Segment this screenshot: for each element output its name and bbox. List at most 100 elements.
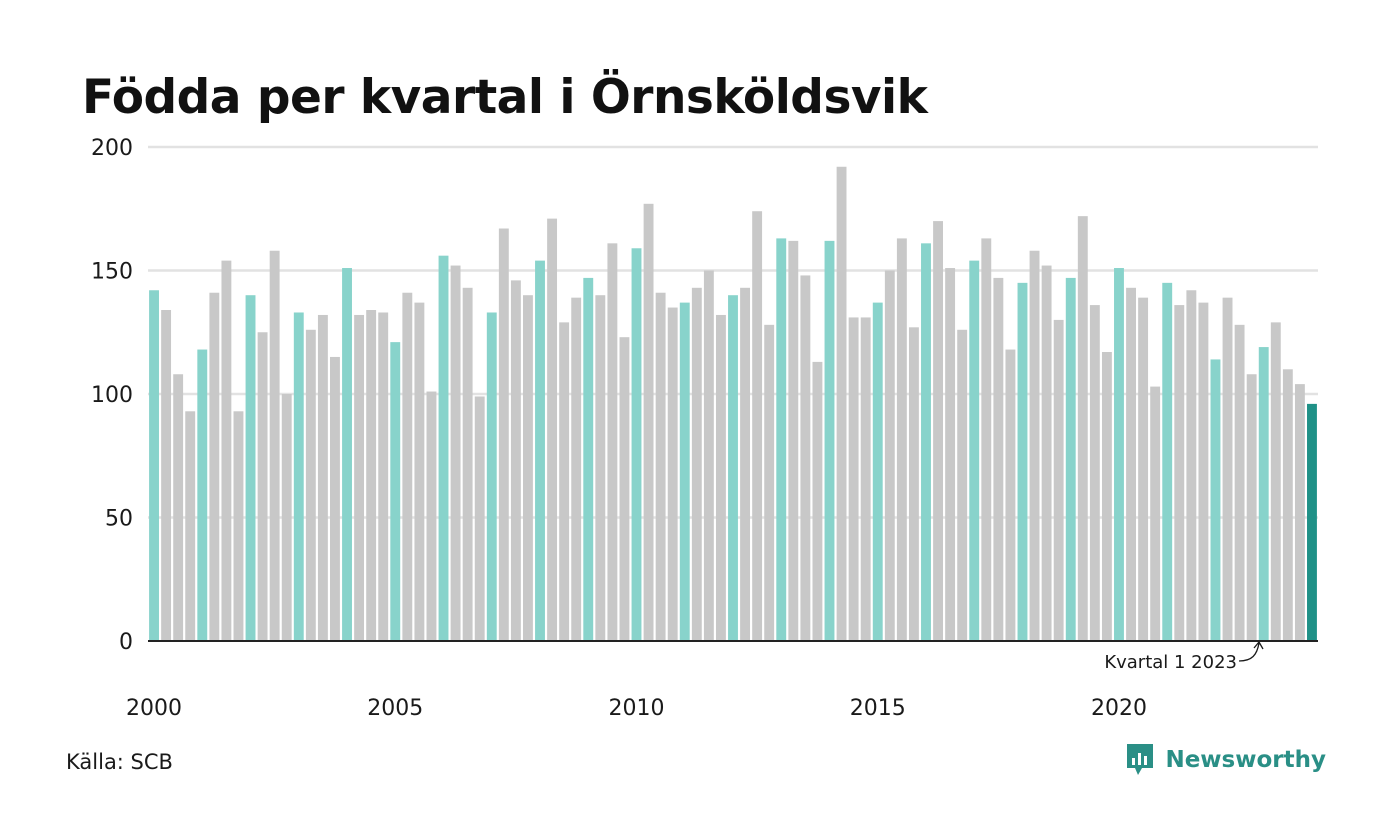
- bar: [197, 349, 208, 641]
- bar: [293, 312, 304, 641]
- y-tick-label: 200: [91, 136, 133, 161]
- bar: [1005, 349, 1016, 641]
- bar: [1126, 287, 1136, 641]
- bar: [631, 248, 642, 641]
- bar: [342, 268, 352, 641]
- bar: [667, 307, 678, 641]
- bar: [185, 411, 196, 641]
- bar: [378, 312, 389, 641]
- bar: [1294, 384, 1305, 641]
- bar: [474, 396, 485, 641]
- bar: [1017, 282, 1028, 641]
- bar: [1150, 386, 1161, 641]
- bar: [462, 287, 473, 641]
- y-tick-label: 150: [91, 260, 133, 285]
- bar: [1198, 302, 1209, 641]
- bar: [872, 302, 883, 641]
- bar: [691, 287, 702, 641]
- bar: [993, 277, 1004, 641]
- bar: [559, 322, 570, 641]
- bar: [583, 277, 594, 641]
- bar: [619, 337, 630, 641]
- x-tick-label: 2010: [609, 696, 665, 721]
- bar: [1053, 319, 1064, 641]
- source-label: Källa: SCB: [66, 750, 173, 774]
- x-tick-label: 2015: [850, 696, 906, 721]
- bar: [884, 270, 895, 641]
- bar: [1234, 324, 1245, 641]
- bars: [149, 166, 1317, 642]
- bar: [812, 361, 823, 641]
- bar: [233, 411, 244, 641]
- bar: [1029, 250, 1040, 642]
- bar: [908, 327, 919, 641]
- bar: [740, 287, 751, 641]
- x-axis-labels: 2000 2005 2010 2015 2020: [126, 696, 1147, 721]
- bar: [679, 302, 690, 641]
- brand-logo: Newsworthy: [1125, 742, 1326, 778]
- bar: [764, 324, 775, 641]
- y-axis-labels: 0 50 100 150 200: [91, 136, 133, 655]
- bar: [1307, 403, 1317, 641]
- bar: [1258, 347, 1269, 641]
- bar: [1222, 297, 1233, 641]
- bar: [703, 270, 714, 641]
- bar: [715, 314, 726, 641]
- bar: [1065, 277, 1076, 641]
- bar: [486, 312, 497, 641]
- bar: [1114, 268, 1124, 641]
- chart-title: Födda per kvartal i Örnsköldsvik: [82, 70, 928, 125]
- bar: [498, 228, 509, 641]
- bar: [788, 240, 799, 642]
- bar: [1041, 265, 1052, 641]
- bar: [1210, 359, 1221, 641]
- bar: [366, 310, 377, 641]
- bar: [1138, 297, 1149, 641]
- bar: [1282, 369, 1293, 641]
- bar: [921, 243, 931, 641]
- bar: [728, 295, 738, 641]
- y-tick-label: 50: [105, 507, 133, 532]
- bar: [269, 250, 280, 642]
- bar: [981, 238, 992, 641]
- x-tick-label: 2000: [126, 696, 182, 721]
- bar: [510, 280, 521, 641]
- bar: [1270, 322, 1281, 641]
- bar: [933, 221, 943, 641]
- bar: [535, 260, 545, 641]
- y-tick-label: 100: [91, 383, 133, 408]
- bar: [836, 166, 847, 641]
- bar: [1077, 216, 1088, 641]
- bar: [1246, 374, 1257, 641]
- x-tick-label: 2005: [367, 696, 423, 721]
- latest-annotation: Kvartal 1 2023: [1104, 640, 1264, 673]
- bar: [1089, 305, 1100, 641]
- bar: [426, 391, 437, 641]
- bar: [438, 255, 449, 641]
- bar: [752, 211, 763, 641]
- bar: [354, 314, 365, 641]
- annotation-arrow-icon: [1238, 640, 1264, 662]
- bar: [824, 240, 835, 642]
- bar: [860, 317, 871, 641]
- bar: [221, 260, 232, 641]
- brand-name: Newsworthy: [1165, 747, 1326, 773]
- bar: [149, 290, 159, 641]
- bar: [571, 297, 582, 641]
- bar: [1162, 282, 1173, 641]
- bar: [957, 329, 968, 641]
- bar: [655, 292, 666, 641]
- bar: [800, 275, 811, 641]
- bar: [317, 314, 328, 641]
- y-tick-label: 0: [119, 630, 133, 655]
- bar: [643, 203, 654, 641]
- x-tick-label: 2020: [1091, 696, 1147, 721]
- bar: [547, 218, 558, 641]
- bar: [595, 295, 606, 641]
- bar: [281, 394, 292, 641]
- bar: [607, 243, 618, 641]
- bar: [1174, 305, 1185, 641]
- bar: [414, 302, 425, 641]
- bar: [390, 342, 401, 641]
- bar: [173, 374, 184, 641]
